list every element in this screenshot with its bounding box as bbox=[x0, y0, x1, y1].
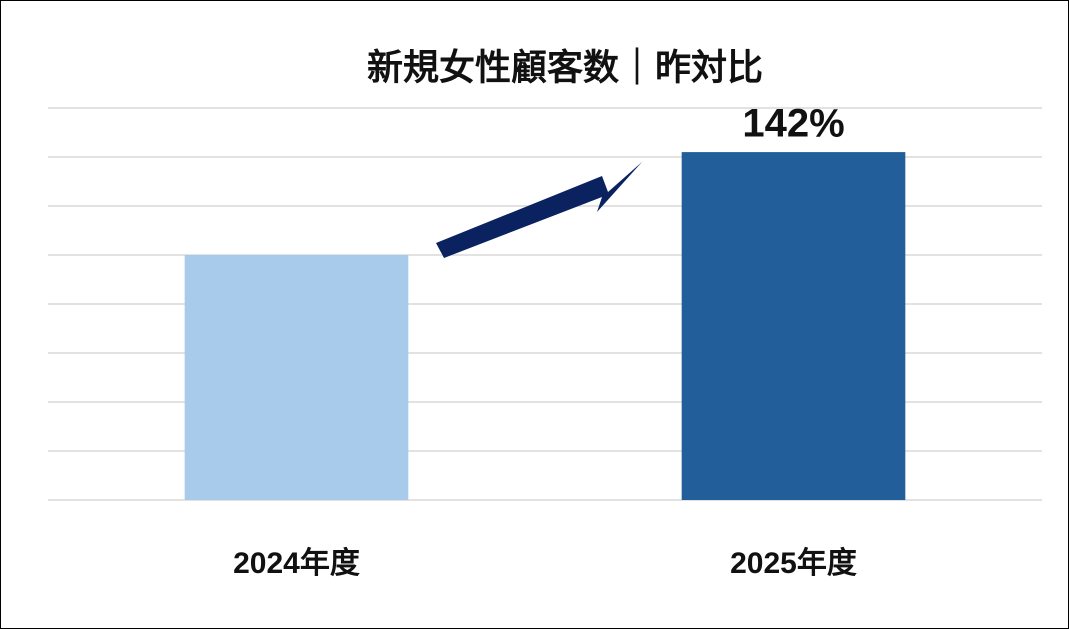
bars bbox=[184, 152, 906, 500]
growth-arrow bbox=[436, 162, 642, 258]
x-tick-label: 2025年度 bbox=[730, 547, 857, 580]
bar bbox=[681, 152, 906, 500]
chart-title: 新規女性顧客数｜昨対比 bbox=[367, 47, 763, 88]
x-tick-label: 2024年度 bbox=[233, 547, 360, 580]
value-label: 142% bbox=[742, 102, 844, 146]
bar bbox=[184, 255, 409, 500]
